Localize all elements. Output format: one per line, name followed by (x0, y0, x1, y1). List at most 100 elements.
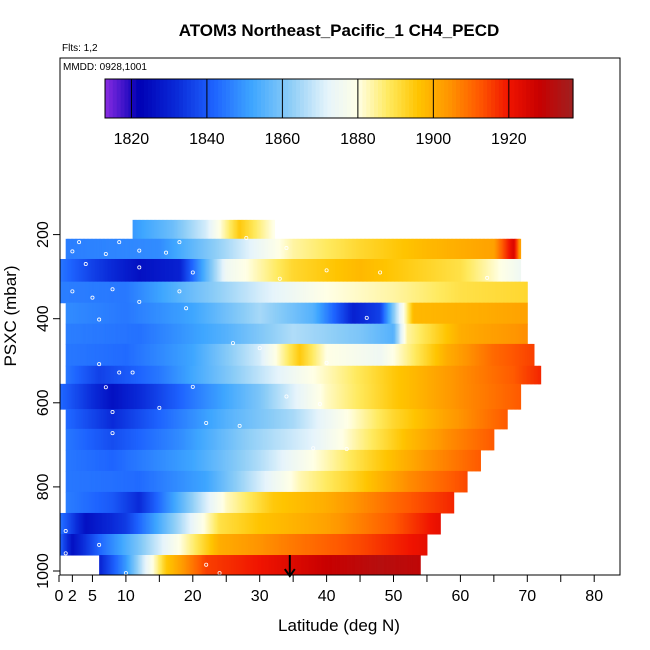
heatmap-cell (107, 238, 110, 260)
heatmap-cell (299, 323, 302, 345)
colorbar-cell (300, 79, 305, 118)
heatmap-cell (457, 323, 460, 345)
heatmap-cell (247, 512, 250, 535)
heatmap-cell (334, 323, 337, 345)
heatmap-cell (247, 281, 250, 304)
heatmap-cell (207, 533, 210, 556)
heatmap-cell (460, 449, 463, 472)
heatmap-cell (416, 281, 419, 304)
heatmap-cell (191, 383, 194, 410)
heatmap-cell (101, 533, 104, 556)
heatmap-cell (202, 428, 205, 451)
heatmap-cell (476, 409, 479, 430)
heatmap-cell (273, 238, 275, 260)
heatmap-cell (200, 428, 203, 451)
heatmap-cell (372, 409, 374, 430)
heatmap-cell (491, 258, 494, 283)
heatmap-cell (422, 323, 425, 345)
heatmap-cell (310, 238, 313, 260)
heatmap-cell (188, 219, 191, 240)
heatmap-cell (262, 343, 265, 367)
heatmap-cell (497, 409, 500, 430)
heatmap-cell (91, 409, 93, 430)
heatmap-cell (477, 409, 480, 430)
heatmap-cell (76, 343, 79, 367)
heatmap-cell (170, 302, 172, 325)
heatmap-cell (412, 449, 415, 472)
heatmap-cell (200, 343, 203, 367)
heatmap-cell (509, 383, 512, 410)
heatmap-cell (402, 428, 405, 451)
heatmap-cell (171, 302, 174, 325)
heatmap-cell (452, 383, 455, 410)
heatmap-cell (191, 323, 194, 345)
heatmap-cell (203, 428, 206, 451)
heatmap-cell (109, 383, 112, 410)
heatmap-cell (224, 491, 227, 514)
heatmap-cell (373, 365, 376, 385)
heatmap-cell (212, 491, 215, 514)
heatmap-cell (158, 428, 160, 451)
heatmap-cell (174, 409, 176, 430)
heatmap-cell (472, 302, 475, 325)
heatmap-cell (467, 258, 469, 283)
heatmap-cell (103, 470, 105, 493)
heatmap-cell (298, 343, 301, 367)
heatmap-cell (159, 343, 162, 367)
heatmap-cell (147, 491, 150, 514)
heatmap-cell (234, 323, 237, 345)
heatmap-cell (133, 323, 136, 345)
heatmap-cell (182, 258, 184, 283)
heatmap-cell (345, 365, 348, 385)
heatmap-cell (447, 302, 449, 325)
heatmap-cell (208, 281, 211, 304)
heatmap-cell (159, 409, 162, 430)
heatmap-cell (184, 302, 187, 325)
heatmap-cell (131, 428, 134, 451)
heatmap-cell (119, 302, 122, 325)
heatmap-cell (83, 258, 85, 283)
heatmap-cell (282, 491, 285, 514)
heatmap-cell (191, 343, 194, 367)
heatmap-cell (136, 533, 139, 556)
heatmap-cell (438, 238, 441, 260)
heatmap-cell (295, 449, 298, 472)
heatmap-cell (139, 323, 142, 345)
heatmap-cell (144, 383, 147, 410)
heatmap-cell (397, 491, 400, 514)
heatmap-cell (129, 470, 132, 493)
heatmap-cell (85, 491, 88, 514)
heatmap-cell (437, 365, 440, 385)
heatmap-cell (413, 383, 416, 410)
heatmap-cell (381, 449, 384, 472)
heatmap-cell (214, 428, 217, 451)
heatmap-cell (113, 428, 116, 451)
heatmap-cell (444, 409, 447, 430)
heatmap-cell (400, 409, 403, 430)
heatmap-cell (109, 409, 112, 430)
heatmap-cell (398, 365, 401, 385)
heatmap-cell (318, 365, 321, 385)
heatmap-cell (246, 238, 249, 260)
heatmap-cell (91, 512, 93, 535)
heatmap-cell (350, 323, 353, 345)
heatmap-cell (396, 302, 399, 325)
heatmap-cell (135, 383, 138, 410)
heatmap-cell (153, 302, 156, 325)
heatmap-cell (155, 491, 158, 514)
heatmap-cell (357, 258, 360, 283)
heatmap-cell (421, 428, 424, 451)
heatmap-cell (172, 258, 175, 283)
heatmap-cell (235, 343, 238, 367)
heatmap-cell (163, 258, 166, 283)
heatmap-cell (239, 323, 242, 345)
heatmap-cell (235, 383, 238, 410)
heatmap-cell (311, 470, 314, 493)
heatmap-cell (365, 302, 368, 325)
heatmap-cell (75, 258, 77, 283)
heatmap-cell (275, 449, 278, 472)
heatmap-cell (97, 365, 100, 385)
heatmap-cell (151, 219, 154, 240)
heatmap-cell (246, 219, 249, 240)
heatmap-cell (92, 470, 95, 493)
